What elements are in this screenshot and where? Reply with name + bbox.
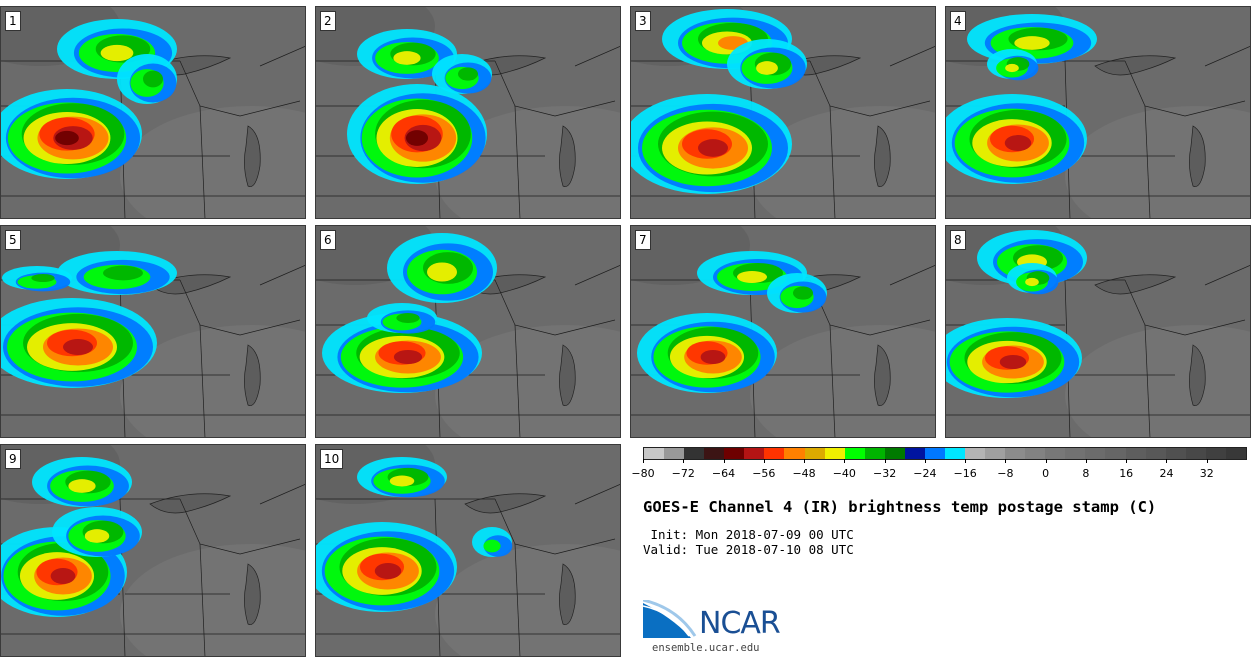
colorbar-tick bbox=[924, 459, 926, 463]
colorbar-swatch bbox=[1085, 448, 1106, 459]
satellite-map-4 bbox=[945, 6, 1251, 219]
logo-wordmark: NCAR bbox=[699, 606, 781, 641]
stamp-panel-4: 4 bbox=[945, 6, 1251, 219]
colorbar-tick bbox=[1166, 459, 1168, 463]
colorbar-tick-label: 8 bbox=[1082, 467, 1090, 480]
stamp-panel-1: 1 bbox=[0, 6, 306, 219]
colorbar-tick-label: −24 bbox=[913, 467, 937, 480]
satellite-map-10 bbox=[315, 444, 621, 657]
colorbar-tick bbox=[1126, 459, 1128, 463]
colorbar-tick-label: −72 bbox=[671, 467, 695, 480]
colorbar-tick-label: −80 bbox=[631, 467, 655, 480]
colorbar-swatch bbox=[924, 448, 945, 459]
ncar-logo-icon bbox=[643, 600, 697, 638]
colorbar-swatch bbox=[1125, 448, 1146, 459]
colorbar-tick-label: −56 bbox=[752, 467, 776, 480]
colorbar-tick-label: 0 bbox=[1042, 467, 1050, 480]
init-time: Init: Mon 2018-07-09 00 UTC bbox=[643, 527, 854, 542]
panel-number-3: 3 bbox=[635, 11, 651, 31]
panel-number-9: 9 bbox=[5, 449, 21, 469]
colorbar-tick-label: −40 bbox=[832, 467, 856, 480]
colorbar-tick bbox=[884, 459, 886, 463]
colorbar-swatch bbox=[664, 448, 685, 459]
panel-number-4: 4 bbox=[950, 11, 966, 31]
colorbar-swatch bbox=[944, 448, 965, 459]
colorbar-swatch bbox=[644, 448, 665, 459]
panel-number-6: 6 bbox=[320, 230, 336, 250]
satellite-map-6 bbox=[315, 225, 621, 438]
satellite-map-1 bbox=[0, 6, 306, 219]
valid-time: Valid: Tue 2018-07-10 08 UTC bbox=[643, 542, 854, 557]
colorbar-tick bbox=[1206, 459, 1208, 463]
colorbar-tick-label: 32 bbox=[1199, 467, 1214, 480]
stamp-panel-6: 6 bbox=[315, 225, 621, 438]
panel-number-8: 8 bbox=[950, 230, 966, 250]
colorbar-tick bbox=[965, 459, 967, 463]
colorbar-swatch bbox=[1225, 448, 1246, 459]
colorbar: −80 −72 −64 −56 −48 −40 −32 −24 −16 −8 0 8 16 24 32 bbox=[631, 447, 1248, 481]
stamp-panel-5: 5 bbox=[0, 225, 306, 438]
stamp-panel-7: 7 bbox=[630, 225, 936, 438]
panel-number-2: 2 bbox=[320, 11, 336, 31]
colorbar-swatch bbox=[1205, 448, 1226, 459]
colorbar-swatch bbox=[1045, 448, 1066, 459]
colorbar-tick bbox=[1085, 459, 1087, 463]
satellite-map-8 bbox=[945, 225, 1251, 438]
colorbar-swatch bbox=[1065, 448, 1086, 459]
colorbar-swatch bbox=[1165, 448, 1186, 459]
colorbar-swatch bbox=[684, 448, 705, 459]
colorbar-swatch bbox=[844, 448, 865, 459]
colorbar-swatch bbox=[1005, 448, 1026, 459]
satellite-map-2 bbox=[315, 6, 621, 219]
colorbar-tick bbox=[1005, 459, 1007, 463]
colorbar-swatch bbox=[824, 448, 845, 459]
stamp-panel-3: 3 bbox=[630, 6, 936, 219]
colorbar-tick bbox=[844, 459, 846, 463]
colorbar-swatch bbox=[744, 448, 765, 459]
colorbar-swatch bbox=[864, 448, 885, 459]
colorbar-swatches bbox=[643, 447, 1247, 460]
colorbar-tick-label: 24 bbox=[1159, 467, 1174, 480]
stamp-panel-10: 10 bbox=[315, 444, 621, 657]
colorbar-tick bbox=[683, 459, 685, 463]
colorbar-tick bbox=[763, 459, 765, 463]
colorbar-tick bbox=[1045, 459, 1047, 463]
panel-number-7: 7 bbox=[635, 230, 651, 250]
stamp-panel-9: 9 bbox=[0, 444, 306, 657]
colorbar-swatch bbox=[904, 448, 925, 459]
colorbar-tick-label: −32 bbox=[872, 467, 897, 480]
satellite-map-3 bbox=[630, 6, 936, 219]
colorbar-tick-label: 16 bbox=[1119, 467, 1134, 480]
colorbar-swatch bbox=[724, 448, 745, 459]
colorbar-swatch bbox=[965, 448, 986, 459]
colorbar-swatch bbox=[704, 448, 725, 459]
colorbar-swatch bbox=[884, 448, 905, 459]
colorbar-swatch bbox=[1025, 448, 1046, 459]
satellite-map-7 bbox=[630, 225, 936, 438]
figure-title: GOES-E Channel 4 (IR) brightness temp po… bbox=[643, 498, 1157, 516]
panel-number-5: 5 bbox=[5, 230, 21, 250]
stamp-panel-2: 2 bbox=[315, 6, 621, 219]
colorbar-swatch bbox=[784, 448, 805, 459]
colorbar-swatch bbox=[1145, 448, 1166, 459]
panel-number-1: 1 bbox=[5, 11, 21, 31]
panel-number-10: 10 bbox=[320, 449, 344, 469]
colorbar-tick-label: −64 bbox=[711, 467, 736, 480]
colorbar-swatch bbox=[985, 448, 1006, 459]
stamp-panel-8: 8 bbox=[945, 225, 1251, 438]
colorbar-swatch bbox=[1185, 448, 1206, 459]
logo-url: ensemble.ucar.edu bbox=[652, 642, 760, 654]
satellite-map-9 bbox=[0, 444, 306, 657]
colorbar-tick bbox=[643, 459, 644, 463]
colorbar-tick bbox=[804, 459, 806, 463]
colorbar-swatch bbox=[1105, 448, 1126, 459]
colorbar-swatch bbox=[804, 448, 825, 459]
colorbar-tick-label: −16 bbox=[953, 467, 977, 480]
colorbar-tick-label: −8 bbox=[997, 467, 1014, 480]
satellite-map-5 bbox=[0, 225, 306, 438]
colorbar-tick-label: −48 bbox=[792, 467, 816, 480]
colorbar-swatch bbox=[764, 448, 785, 459]
colorbar-tick bbox=[723, 459, 725, 463]
